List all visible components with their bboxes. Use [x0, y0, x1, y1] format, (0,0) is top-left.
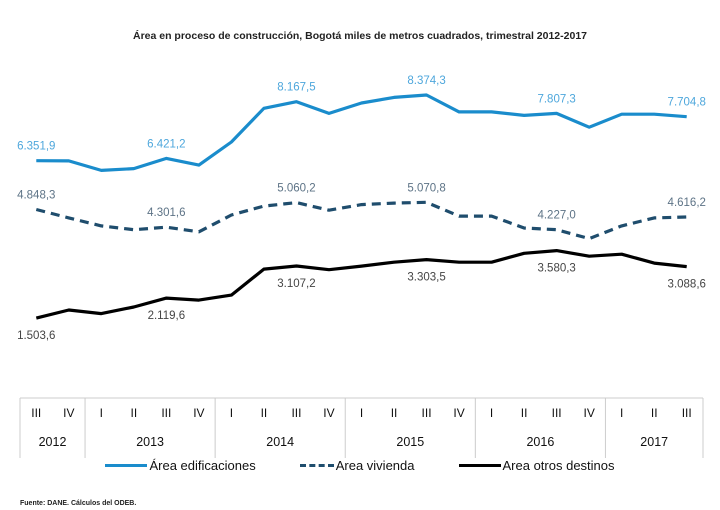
data-label: 5.070,8 — [407, 182, 445, 194]
x-tick-label: IV — [583, 406, 594, 420]
data-label: 3.088,6 — [668, 279, 706, 291]
x-tick-label: IV — [193, 406, 204, 420]
x-tick-label: IV — [323, 406, 334, 420]
x-tick-label: I — [620, 406, 623, 420]
data-label: 8.167,5 — [277, 82, 315, 94]
x-tick-label: II — [521, 406, 528, 420]
legend-swatch — [299, 464, 334, 467]
data-label: 3.303,5 — [407, 272, 445, 284]
legend-swatch — [105, 464, 148, 467]
data-label: 7.807,3 — [537, 93, 575, 105]
data-label: 5.060,2 — [277, 183, 315, 195]
x-tick-label: I — [230, 406, 233, 420]
x-tick-label: III — [161, 406, 171, 420]
x-tick-label: II — [391, 406, 398, 420]
legend-label: Area otros destinos — [502, 458, 615, 473]
x-year-label: 2012 — [39, 435, 67, 449]
data-label: 3.580,3 — [537, 263, 575, 275]
x-tick-label: I — [100, 406, 103, 420]
x-tick-label: III — [682, 406, 692, 420]
legend: Área edificaciones Area vivienda Area otro… — [0, 458, 720, 473]
x-tick-label: III — [31, 406, 41, 420]
data-label: 4.616,2 — [668, 197, 706, 209]
x-tick-label: I — [490, 406, 493, 420]
series-line-1 — [36, 93, 687, 172]
legend-label: Área edificaciones — [149, 458, 256, 473]
x-tick-label: III — [291, 406, 301, 420]
data-label: 4.227,0 — [537, 210, 575, 222]
x-year-label: 2015 — [396, 435, 424, 449]
data-label: 7.704,8 — [668, 97, 706, 109]
data-label: 4.848,3 — [17, 189, 55, 201]
data-label: 8.374,3 — [407, 75, 445, 87]
data-label: 6.421,2 — [147, 138, 185, 150]
legend-item: Área edificaciones — [105, 458, 256, 473]
data-label: 3.107,2 — [277, 278, 315, 290]
data-label: 2.119,6 — [148, 310, 186, 322]
x-year-label: 2017 — [640, 435, 668, 449]
x-tick-label: II — [651, 406, 658, 420]
x-tick-label: III — [422, 406, 432, 420]
chart-title: Área en proceso de construcción, Bogotá … — [133, 30, 587, 42]
legend-item: Area vivienda — [299, 458, 415, 473]
series-line-2 — [35, 200, 687, 241]
source-note: Fuente: DANE. Cálculos del ODEB. — [20, 500, 137, 507]
data-label: 1.503,6 — [17, 330, 55, 342]
x-year-label: 2013 — [136, 435, 164, 449]
legend-label: Area vivienda — [335, 458, 415, 473]
x-tick-label: II — [261, 406, 268, 420]
x-tick-label: I — [360, 406, 363, 420]
x-year-label: 2016 — [526, 435, 554, 449]
x-tick-label: III — [552, 406, 562, 420]
series-line-3 — [35, 249, 687, 320]
data-label: 4.301,6 — [147, 207, 185, 219]
x-tick-label: IV — [63, 406, 74, 420]
legend-swatch — [458, 464, 501, 467]
x-tick-label: IV — [453, 406, 464, 420]
x-year-label: 2014 — [266, 435, 294, 449]
x-tick-label: II — [130, 406, 137, 420]
data-label: 6.351,9 — [17, 141, 55, 153]
legend-item: Area otros destinos — [458, 458, 615, 473]
